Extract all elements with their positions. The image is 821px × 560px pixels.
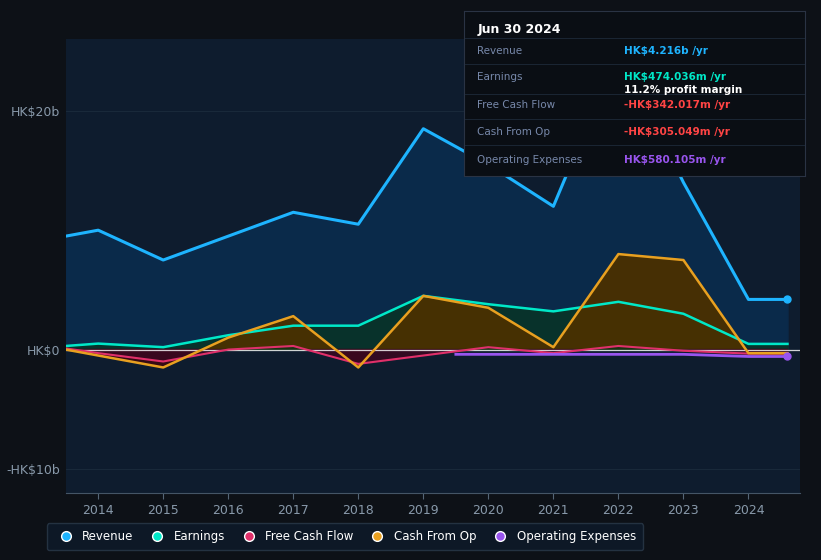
Text: Cash From Op: Cash From Op	[478, 127, 551, 137]
Text: -HK$342.017m /yr: -HK$342.017m /yr	[624, 100, 730, 110]
Text: 11.2% profit margin: 11.2% profit margin	[624, 86, 742, 96]
Text: HK$580.105m /yr: HK$580.105m /yr	[624, 155, 726, 165]
Text: Jun 30 2024: Jun 30 2024	[478, 23, 561, 36]
Legend: Revenue, Earnings, Free Cash Flow, Cash From Op, Operating Expenses: Revenue, Earnings, Free Cash Flow, Cash …	[47, 523, 643, 550]
Text: Revenue: Revenue	[478, 46, 523, 56]
Text: Free Cash Flow: Free Cash Flow	[478, 100, 556, 110]
Text: HK$474.036m /yr: HK$474.036m /yr	[624, 72, 726, 82]
Text: Operating Expenses: Operating Expenses	[478, 155, 583, 165]
Text: Earnings: Earnings	[478, 72, 523, 82]
Text: HK$4.216b /yr: HK$4.216b /yr	[624, 46, 708, 56]
Text: -HK$305.049m /yr: -HK$305.049m /yr	[624, 127, 730, 137]
